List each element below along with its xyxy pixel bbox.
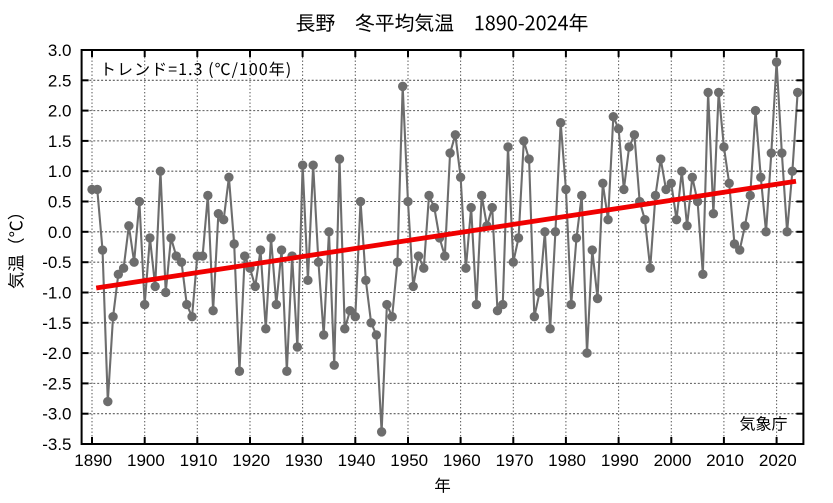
svg-text:2020: 2020: [759, 451, 797, 470]
svg-text:0.0: 0.0: [48, 223, 72, 242]
svg-text:-2.0: -2.0: [42, 344, 71, 363]
svg-text:-0.5: -0.5: [42, 253, 71, 272]
svg-text:1920: 1920: [232, 451, 270, 470]
svg-text:2.0: 2.0: [48, 102, 72, 121]
svg-text:2010: 2010: [706, 451, 744, 470]
svg-text:1900: 1900: [127, 451, 165, 470]
svg-text:2.5: 2.5: [48, 71, 72, 90]
svg-text:3.0: 3.0: [48, 41, 72, 60]
svg-text:2000: 2000: [654, 451, 692, 470]
svg-text:1940: 1940: [338, 451, 376, 470]
svg-text:1910: 1910: [180, 451, 218, 470]
svg-text:-2.5: -2.5: [42, 374, 71, 393]
svg-text:1.0: 1.0: [48, 162, 72, 181]
svg-text:1970: 1970: [496, 451, 534, 470]
svg-text:1890: 1890: [74, 451, 112, 470]
svg-text:1960: 1960: [443, 451, 481, 470]
svg-text:1930: 1930: [285, 451, 323, 470]
svg-text:1980: 1980: [548, 451, 586, 470]
svg-text:-3.0: -3.0: [42, 405, 71, 424]
svg-text:-3.5: -3.5: [42, 435, 71, 454]
svg-text:-1.0: -1.0: [42, 284, 71, 303]
svg-text:1950: 1950: [390, 451, 428, 470]
svg-text:-1.5: -1.5: [42, 314, 71, 333]
svg-text:0.5: 0.5: [48, 193, 72, 212]
svg-text:1.5: 1.5: [48, 132, 72, 151]
svg-text:1990: 1990: [601, 451, 639, 470]
